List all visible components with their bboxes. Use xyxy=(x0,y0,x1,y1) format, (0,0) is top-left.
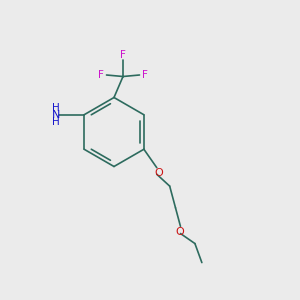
Text: H: H xyxy=(52,117,59,127)
Text: O: O xyxy=(154,168,163,178)
Text: F: F xyxy=(142,70,148,80)
Text: N: N xyxy=(51,110,60,120)
Text: H: H xyxy=(52,103,59,113)
Text: O: O xyxy=(176,227,184,237)
Text: F: F xyxy=(98,70,104,80)
Text: F: F xyxy=(120,50,126,60)
